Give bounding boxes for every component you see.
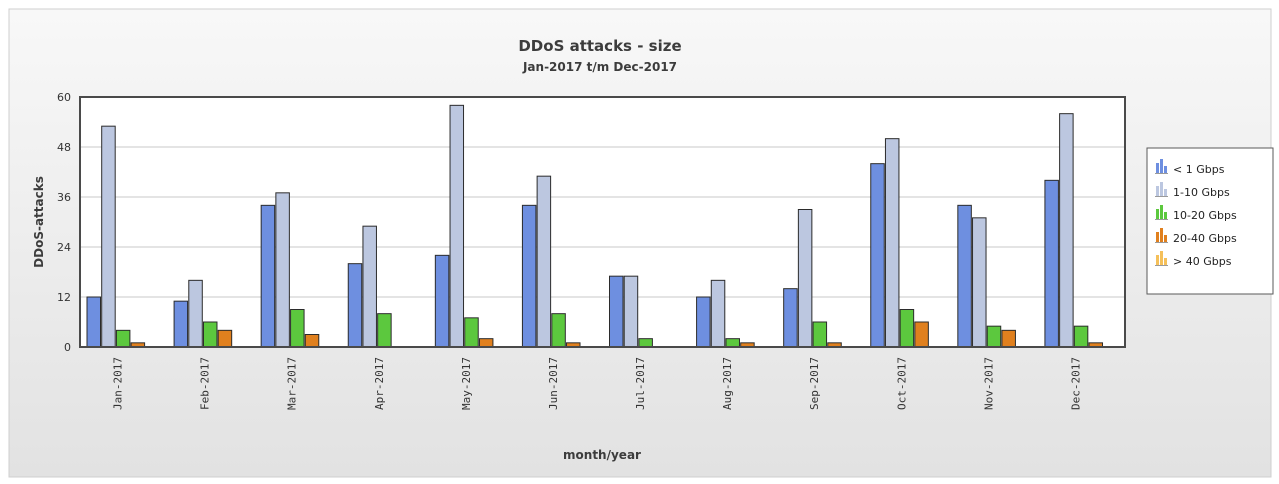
legend-icon-bar	[1164, 212, 1167, 219]
x-tick-label: Mar-2017	[286, 357, 299, 410]
legend-icon-bar	[1156, 232, 1159, 242]
bar	[290, 309, 305, 348]
legend-label: > 40 Gbps	[1173, 255, 1232, 268]
bar	[521, 204, 537, 348]
legend-label: < 1 Gbps	[1173, 163, 1225, 176]
bar	[986, 325, 1002, 348]
x-tick-label: Apr-2017	[373, 357, 386, 410]
legend-box	[1146, 147, 1274, 295]
bar	[609, 275, 624, 348]
bar	[972, 217, 987, 348]
legend-icon-bar	[1160, 228, 1163, 242]
plot-frame	[79, 96, 1126, 348]
gridlines	[80, 146, 1125, 298]
bar	[1001, 329, 1016, 348]
bar	[347, 263, 363, 348]
bar	[957, 204, 972, 348]
y-axis-ticks: 0 12 24 36 48 60	[57, 91, 71, 354]
legend: < 1 Gbps 1-10 Gbps 10-20 Gbps 20-40 Gbps > 4…	[1146, 147, 1274, 295]
bar	[870, 163, 885, 348]
y-tick-label: 60	[57, 91, 71, 104]
bar	[260, 204, 276, 348]
y-tick-label: 0	[64, 341, 71, 354]
y-tick-label: 48	[57, 141, 71, 154]
x-axis-title: month/year	[563, 448, 641, 462]
x-tick-label: Nov-2017	[982, 357, 995, 410]
x-tick-label: Jul-2017	[634, 357, 647, 410]
x-tick-label: Jan-2017	[112, 357, 125, 410]
legend-icon-bar	[1156, 163, 1159, 173]
bar	[536, 175, 552, 348]
chart-title: DDoS attacks - size	[518, 37, 681, 55]
x-tick-label: Feb-2017	[199, 357, 212, 410]
legend-item[interactable]: > 40 Gbps	[1155, 251, 1232, 268]
bar	[710, 279, 726, 348]
bar	[1073, 325, 1089, 348]
legend-icon-bar	[1160, 182, 1163, 196]
bar	[202, 321, 218, 348]
legend-icon-bar	[1164, 166, 1167, 173]
bar	[449, 104, 465, 348]
legend-item[interactable]: 10-20 Gbps	[1155, 205, 1237, 222]
bar	[188, 279, 203, 348]
bar	[696, 296, 711, 348]
x-tick-label: May-2017	[460, 357, 473, 410]
bar	[173, 300, 189, 348]
x-tick-label: Oct-2017	[895, 357, 908, 410]
bar	[623, 275, 639, 348]
bar	[217, 329, 233, 348]
x-tick-label: Aug-2017	[721, 357, 734, 410]
legend-label: 1-10 Gbps	[1173, 186, 1230, 199]
legend-item[interactable]: 1-10 Gbps	[1155, 182, 1230, 199]
legend-icon-bar	[1156, 209, 1159, 219]
bar	[275, 192, 290, 348]
bars	[86, 104, 1104, 348]
legend-label: 20-40 Gbps	[1173, 232, 1237, 245]
bar	[899, 309, 915, 348]
bar	[478, 338, 494, 348]
bar	[362, 225, 377, 348]
bar	[86, 296, 101, 348]
legend-icon-bar	[1156, 186, 1159, 196]
bar	[1044, 179, 1059, 348]
x-tick-label: Jun-2017	[547, 357, 560, 410]
x-axis-ticks: Jan-2017 Feb-2017 Mar-2017 Apr-2017 May-2017…	[112, 357, 1083, 410]
bar	[783, 288, 798, 348]
legend-item[interactable]: < 1 Gbps	[1155, 159, 1225, 176]
legend-icon-bar	[1160, 159, 1163, 173]
legend-icon-bar	[1160, 251, 1163, 265]
plot-area	[80, 97, 1125, 347]
y-tick-label: 12	[57, 291, 71, 304]
legend-label: 10-20 Gbps	[1173, 209, 1237, 222]
bar	[304, 334, 320, 348]
bar	[812, 321, 828, 348]
y-axis-title: DDoS-attacks	[32, 176, 46, 268]
legend-icon-bar	[1164, 258, 1167, 265]
legend-icon-bar	[1164, 235, 1167, 242]
y-tick-label: 24	[57, 241, 71, 254]
chart-subtitle: Jan-2017 t/m Dec-2017	[522, 60, 677, 74]
y-tick-label: 36	[57, 191, 71, 204]
bar	[551, 313, 566, 348]
bar	[115, 329, 131, 348]
x-tick-label: Sep-2017	[808, 357, 821, 410]
legend-icon-bar	[1160, 205, 1163, 219]
bar	[101, 125, 116, 348]
bar	[1059, 113, 1074, 348]
bar	[914, 321, 929, 348]
bar	[725, 338, 740, 348]
bar	[884, 138, 900, 348]
legend-icon-bar	[1156, 255, 1159, 265]
bar	[377, 313, 392, 348]
bar	[464, 317, 479, 348]
legend-item[interactable]: 20-40 Gbps	[1155, 228, 1237, 245]
bar	[638, 338, 653, 348]
legend-icon-bar	[1164, 189, 1167, 196]
x-tick-label: Dec-2017	[1069, 357, 1082, 410]
bar	[434, 254, 450, 348]
bar	[797, 209, 813, 348]
